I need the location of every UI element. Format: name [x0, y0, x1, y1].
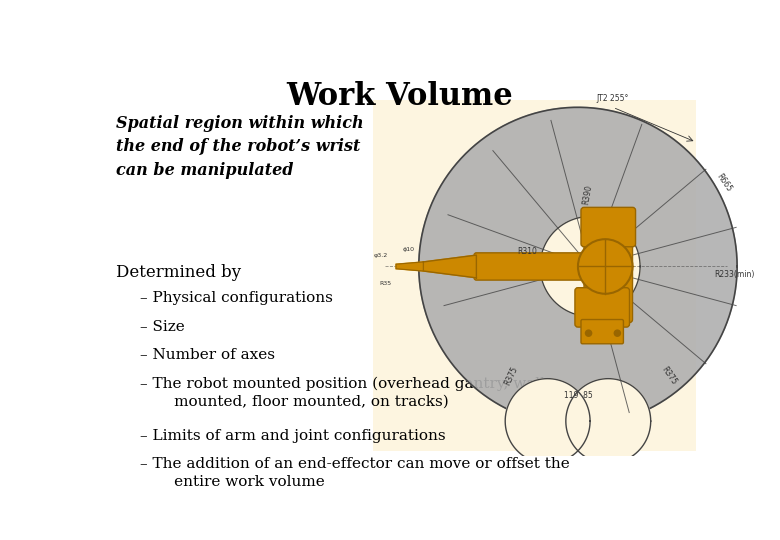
Circle shape — [585, 329, 592, 337]
FancyBboxPatch shape — [584, 218, 633, 322]
Polygon shape — [419, 107, 737, 426]
Text: 119  85: 119 85 — [564, 391, 592, 400]
Text: Determined by: Determined by — [115, 265, 241, 281]
Polygon shape — [566, 379, 651, 463]
Text: – Number of axes: – Number of axes — [140, 348, 275, 362]
Text: R375: R375 — [659, 365, 679, 387]
Polygon shape — [396, 262, 424, 271]
Text: R233(min): R233(min) — [714, 269, 755, 279]
Text: R35: R35 — [379, 281, 392, 286]
Text: Work Volume: Work Volume — [286, 82, 513, 112]
Text: φ3.2: φ3.2 — [374, 253, 388, 258]
Text: – Limits of arm and joint configurations: – Limits of arm and joint configurations — [140, 429, 445, 443]
Polygon shape — [505, 379, 590, 463]
Text: – The robot mounted position (overhead gantry, wall-
       mounted, floor mount: – The robot mounted position (overhead g… — [140, 376, 550, 408]
Text: – Physical configurations: – Physical configurations — [140, 292, 333, 306]
FancyBboxPatch shape — [581, 320, 623, 344]
Text: – The addition of an end-effector can move or offset the
       entire work volu: – The addition of an end-effector can mo… — [140, 457, 569, 489]
Circle shape — [614, 329, 621, 337]
Text: R390: R390 — [581, 185, 594, 206]
Text: R665: R665 — [714, 172, 733, 194]
Text: Spatial region within which
the end of the robot’s wrist
can be manipulated: Spatial region within which the end of t… — [115, 114, 363, 179]
FancyBboxPatch shape — [575, 288, 629, 327]
Text: JT2 255°: JT2 255° — [597, 94, 629, 103]
Polygon shape — [540, 217, 640, 316]
FancyBboxPatch shape — [474, 253, 588, 280]
FancyBboxPatch shape — [373, 100, 696, 451]
FancyBboxPatch shape — [581, 207, 636, 247]
Polygon shape — [424, 255, 477, 278]
Text: R375: R375 — [503, 364, 519, 387]
Text: R310: R310 — [517, 247, 537, 256]
Text: ϕ10: ϕ10 — [402, 247, 414, 252]
Text: – Size: – Size — [140, 320, 185, 334]
Circle shape — [578, 239, 633, 294]
